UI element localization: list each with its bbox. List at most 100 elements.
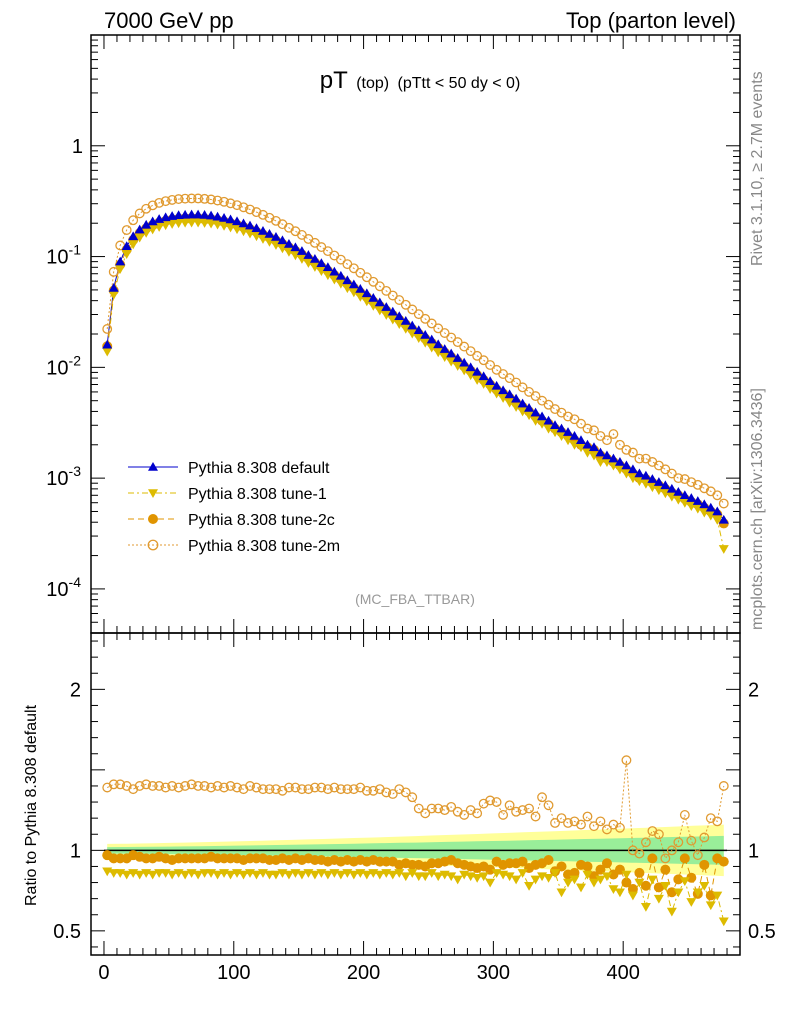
ratio-point-tune1 xyxy=(420,872,431,882)
point-tune2m xyxy=(368,276,379,287)
ratio-point-tune1 xyxy=(472,873,483,883)
ratio-point-tune2m xyxy=(472,808,483,819)
ratio-point-tune1 xyxy=(582,870,593,880)
ratio-point-tune1 xyxy=(712,891,723,901)
ratio-point-tune1 xyxy=(614,888,625,898)
point-tune1 xyxy=(407,329,418,339)
y-tick-label: 10-3 xyxy=(46,463,81,490)
point-tune1 xyxy=(524,411,535,421)
ratio-ylabel: Ratio to Pythia 8.308 default xyxy=(23,704,40,906)
ratio-point-tune2m xyxy=(634,848,645,859)
point-default xyxy=(193,209,204,219)
ratio-point-tune1 xyxy=(134,870,145,880)
x-tick-label: 400 xyxy=(606,962,639,984)
point-tune2m xyxy=(245,204,255,215)
point-default xyxy=(517,398,528,408)
point-tune1 xyxy=(400,325,411,334)
point-tune2m xyxy=(452,337,463,348)
point-tune2m xyxy=(219,196,229,207)
point-default xyxy=(283,238,294,248)
point-default xyxy=(400,316,411,325)
point-tune2m xyxy=(348,263,359,274)
ratio-point-tune1 xyxy=(309,870,320,880)
point-default xyxy=(433,339,444,349)
point-default xyxy=(264,228,275,238)
point-tune2m xyxy=(134,208,145,219)
point-default xyxy=(426,334,437,344)
point-tune1 xyxy=(173,219,184,229)
point-default xyxy=(277,235,288,245)
point-tune2m xyxy=(193,193,204,204)
point-tune2m xyxy=(154,197,165,208)
point-tune2m xyxy=(615,439,625,450)
point-tune1 xyxy=(335,279,346,289)
ratio-y-tick-label: 2 xyxy=(70,679,81,701)
point-tune1 xyxy=(141,228,152,238)
point-tune1 xyxy=(121,250,132,260)
point-default xyxy=(115,256,126,266)
point-tune2m xyxy=(699,483,710,494)
point-default xyxy=(251,223,262,233)
point-tune1 xyxy=(718,545,729,554)
ratio-point-tune2m xyxy=(167,781,178,791)
point-tune1 xyxy=(102,347,113,357)
point-default xyxy=(575,435,586,444)
point-default xyxy=(485,376,496,385)
ratio-point-tune2m xyxy=(491,797,502,807)
ratio-point-tune2m xyxy=(147,781,158,791)
point-default xyxy=(134,224,145,234)
point-tune1 xyxy=(433,348,444,358)
point-tune2m xyxy=(459,341,470,352)
point-default xyxy=(329,266,340,276)
point-default xyxy=(245,220,256,230)
point-default xyxy=(478,371,489,381)
ratio-point-tune2c xyxy=(601,858,612,869)
ratio-line-tune2m xyxy=(106,760,725,860)
ratio-point-tune1 xyxy=(335,870,346,880)
point-default xyxy=(569,431,580,440)
point-default xyxy=(355,283,366,293)
ratio-point-tune1 xyxy=(478,872,489,882)
ratio-point-tune2m xyxy=(225,781,236,791)
point-default xyxy=(588,442,599,452)
ratio-point-tune2c xyxy=(627,883,638,894)
ratio-point-tune2m xyxy=(134,781,145,791)
ratio-point-tune1 xyxy=(199,869,210,878)
point-tune1 xyxy=(413,334,424,344)
point-default xyxy=(692,496,703,505)
legend-label-default: Pythia 8.308 default xyxy=(188,460,330,477)
point-default xyxy=(634,468,645,478)
ratio-point-tune1 xyxy=(154,869,165,878)
ratio-point-tune2m xyxy=(576,819,586,830)
point-default xyxy=(550,420,561,430)
ratio-point-tune1 xyxy=(660,882,671,891)
ratio-point-tune2c xyxy=(686,872,697,883)
ratio-point-tune2m xyxy=(407,792,418,803)
ratio-point-tune2m xyxy=(679,810,690,820)
rivet-label: Rivet 3.1.10, ≥ 2.7M events xyxy=(749,71,766,266)
ratio-point-tune2m xyxy=(537,792,547,803)
point-tune2m xyxy=(478,355,489,366)
ratio-point-tune2c xyxy=(699,859,710,870)
ratio-point-tune2m xyxy=(193,781,204,791)
point-default xyxy=(653,477,664,486)
point-tune1 xyxy=(134,233,145,243)
point-tune1 xyxy=(478,380,489,389)
ratio-point-tune1 xyxy=(569,875,580,885)
ratio-point-tune2m xyxy=(511,806,522,817)
point-default xyxy=(699,499,710,509)
ratio-point-tune1 xyxy=(621,870,632,880)
ratio-point-tune2m xyxy=(420,808,431,819)
point-tune2m xyxy=(400,299,411,310)
ratio-point-tune2c xyxy=(647,853,658,864)
ratio-point-tune1 xyxy=(530,875,541,885)
ratio-point-tune2m xyxy=(595,816,606,827)
point-tune1 xyxy=(355,292,366,302)
point-tune2m xyxy=(602,435,612,446)
point-default xyxy=(232,216,243,226)
point-tune2m xyxy=(251,207,262,218)
point-tune2m xyxy=(608,429,619,439)
plot-title: pT (top) (pTtt < 50 dy < 0) xyxy=(320,67,521,94)
ratio-point-tune2m xyxy=(264,784,275,795)
point-default xyxy=(186,209,197,219)
